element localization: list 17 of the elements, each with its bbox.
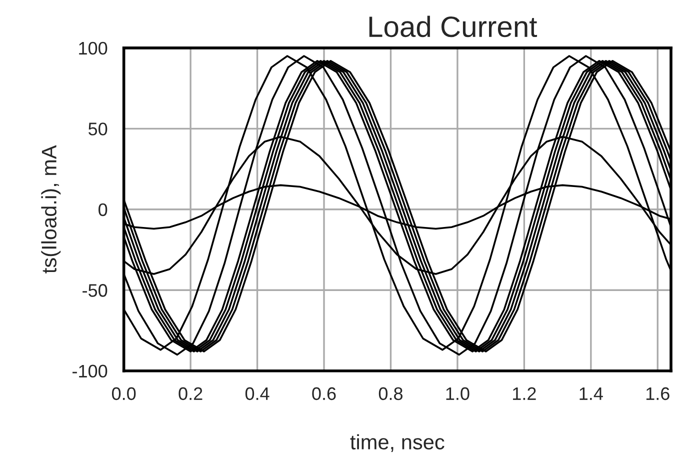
y-axis-title: ts(Iload.i), mA [41,145,61,274]
x-tick-label: 0.6 [312,387,336,400]
x-tick-label: 1.0 [446,387,470,400]
x-tick-label: 0.2 [178,387,202,400]
x-axis-title: time, nsec [350,434,444,452]
y-tick-label: -100 [72,364,108,378]
x-tick-label: 0.8 [378,387,402,400]
x-tick-label: 1.4 [580,387,603,400]
x-tick-label: 0.4 [245,387,270,400]
y-tick-label: 50 [88,122,108,136]
y-tick-label: 100 [79,42,108,55]
x-tick-label: 0.0 [112,387,136,400]
y-tick-label: 0 [98,203,108,216]
x-tick-label: 1.6 [646,387,670,400]
y-tick-label: -50 [82,284,108,297]
x-tick-label: 1.2 [513,387,536,400]
chart-title: Load Current [369,16,538,38]
